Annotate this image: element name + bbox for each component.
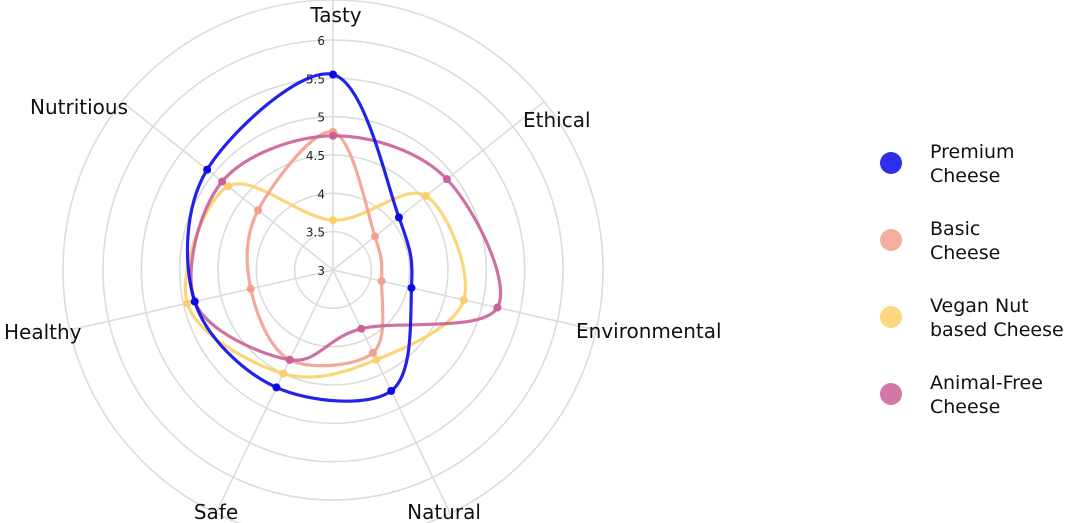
legend-marker-icon bbox=[880, 229, 902, 251]
data-point bbox=[387, 386, 396, 395]
axis-label: Healthy bbox=[4, 320, 82, 344]
axis-label: Nutritious bbox=[30, 95, 128, 119]
legend-marker-icon bbox=[880, 306, 902, 328]
grid-spoke bbox=[69, 269, 334, 331]
legend-item-vegan-nut-cheese[interactable]: Vegan Nut based Cheese bbox=[880, 294, 1084, 371]
grid-spoke bbox=[332, 101, 545, 271]
legend-marker-icon bbox=[880, 152, 902, 174]
legend-item-premium-cheese[interactable]: Premium Cheese bbox=[880, 140, 1084, 217]
legend-label: Vegan Nut based Cheese bbox=[930, 295, 1064, 341]
series-line bbox=[183, 182, 467, 379]
r-tick-label: 6 bbox=[317, 34, 325, 48]
series-line bbox=[189, 134, 503, 362]
data-point bbox=[368, 348, 377, 357]
r-tick-label: 4.5 bbox=[306, 149, 325, 163]
data-point bbox=[407, 283, 416, 292]
data-point bbox=[329, 216, 337, 225]
data-point bbox=[254, 206, 263, 215]
data-point bbox=[493, 303, 502, 312]
axis-label: Environmental bbox=[576, 319, 722, 343]
r-tick-label: 4 bbox=[317, 187, 325, 201]
data-point bbox=[272, 383, 281, 392]
data-point bbox=[203, 165, 212, 174]
data-point bbox=[218, 177, 227, 186]
data-point bbox=[370, 232, 379, 241]
data-point bbox=[459, 295, 468, 304]
data-point bbox=[377, 277, 386, 286]
legend-item-basic-cheese[interactable]: Basic Cheese bbox=[880, 217, 1084, 294]
axis-label: Natural bbox=[407, 500, 481, 523]
legend-label: Basic Cheese bbox=[930, 218, 1001, 264]
data-point bbox=[224, 182, 233, 191]
data-point bbox=[279, 369, 288, 378]
data-point bbox=[372, 355, 381, 364]
data-point bbox=[357, 324, 366, 333]
data-point bbox=[246, 284, 255, 293]
data-point bbox=[394, 213, 403, 222]
data-point bbox=[190, 297, 199, 306]
r-tick-label: 3 bbox=[317, 264, 325, 278]
axis-label: Ethical bbox=[523, 108, 591, 132]
data-point bbox=[329, 131, 337, 140]
data-point bbox=[421, 191, 430, 200]
legend-label: Animal-Free Cheese bbox=[930, 372, 1043, 418]
axis-label: Safe bbox=[194, 500, 238, 523]
axis-label: Tasty bbox=[309, 3, 361, 27]
data-point bbox=[442, 175, 451, 184]
legend: Premium Cheese Basic Cheese Vegan Nut ba… bbox=[880, 140, 1084, 448]
legend-label: Premium Cheese bbox=[930, 141, 1015, 187]
grid-ring-outer bbox=[62, 0, 604, 523]
data-point bbox=[329, 70, 337, 79]
r-tick-label: 3.5 bbox=[306, 226, 325, 240]
data-point bbox=[285, 355, 294, 364]
grid-spoke bbox=[215, 269, 334, 514]
legend-marker-icon bbox=[880, 383, 902, 405]
legend-item-animal-free-cheese[interactable]: Animal-Free Cheese bbox=[880, 371, 1084, 448]
data-point bbox=[183, 299, 192, 308]
r-tick-label: 5 bbox=[317, 111, 325, 125]
